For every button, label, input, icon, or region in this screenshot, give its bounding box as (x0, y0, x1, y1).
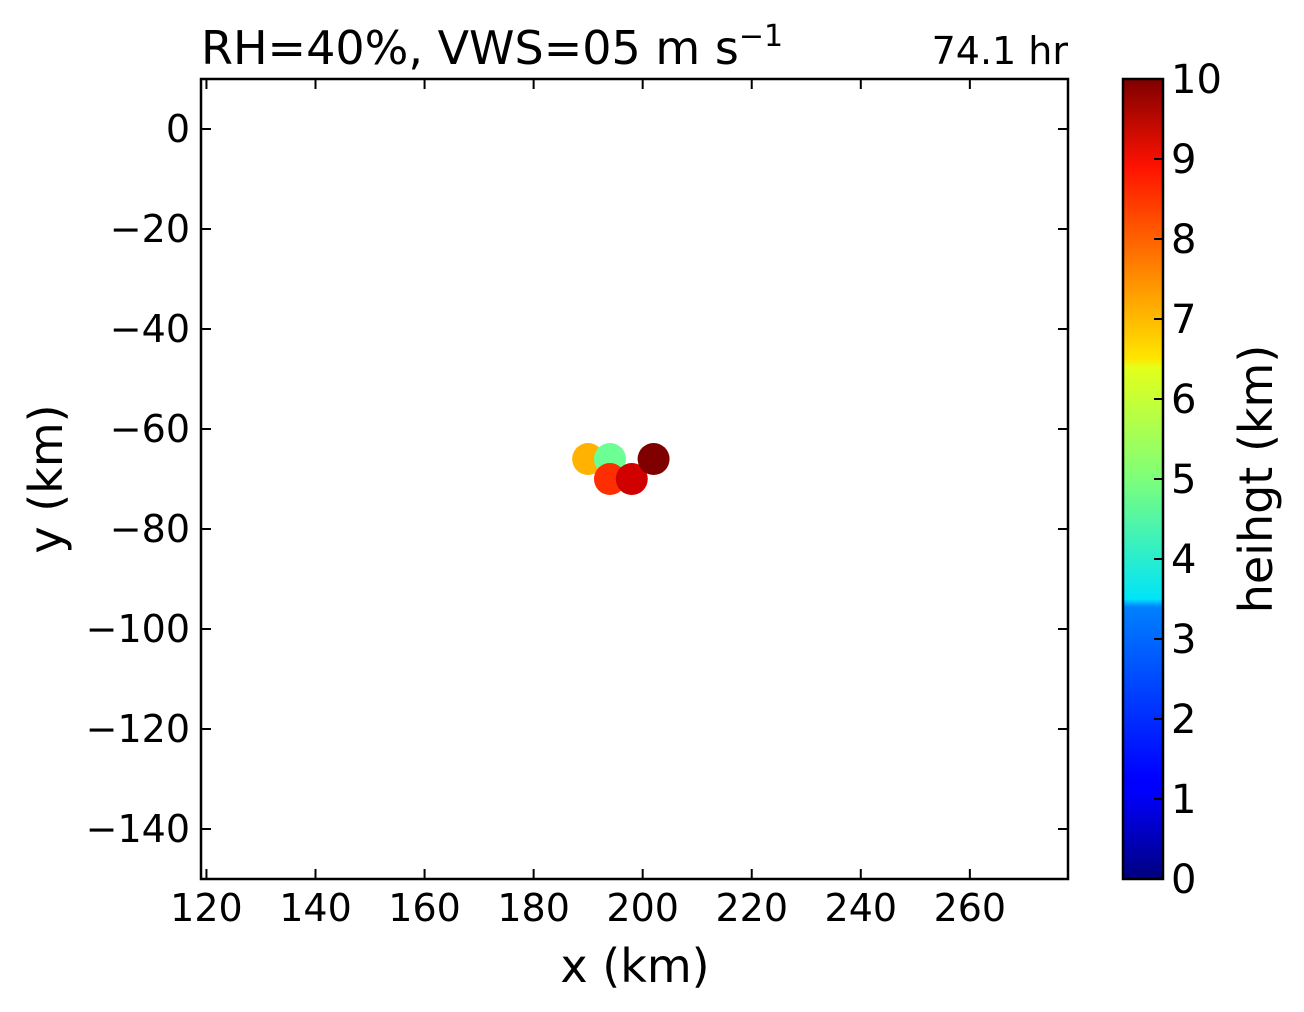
x-tick-label: 120 (170, 886, 243, 930)
colorbar-tick-label: 10 (1171, 57, 1222, 103)
scatter-point (637, 443, 670, 475)
x-axis-label: x (km) (560, 939, 709, 993)
x-tick-label: 260 (934, 886, 1007, 930)
y-tick-label: −20 (110, 207, 190, 251)
chart-title: RH=40%, VWS=05 m s−1 (201, 19, 783, 75)
y-axis-label: y (km) (19, 404, 73, 553)
plot-frame (199, 77, 1070, 881)
y-tick-label: 0 (166, 107, 190, 151)
x-tick-label: 180 (497, 886, 570, 930)
colorbar-tick-label: 1 (1171, 777, 1196, 823)
y-tick-label: −140 (86, 807, 190, 851)
colorbar-tick-label: 9 (1171, 137, 1196, 183)
y-tick-label: −120 (86, 707, 190, 751)
colorbar-ticks: 0 1 2 3 4 5 6 7 8 9 10 (1154, 57, 1222, 903)
chart-title-superscript: −1 (739, 19, 783, 54)
x-tick-label: 240 (825, 886, 898, 930)
colorbar-tick-label: 6 (1171, 377, 1196, 423)
colorbar-tick-label: 2 (1171, 697, 1196, 743)
colorbar-label: heihgt (km) (1229, 345, 1283, 614)
colorbar-tick-label: 8 (1171, 217, 1196, 263)
colorbar-tick-label: 3 (1171, 617, 1196, 663)
scatter-points (572, 443, 670, 495)
y-tick-label: −80 (110, 507, 190, 551)
chart-title-main: RH=40%, VWS=05 m s (201, 21, 739, 75)
axis-ticks: 120 140 160 180 200 220 240 260 0 −20 −40 −60 −80 −10… (86, 79, 1068, 930)
time-label: 74.1 hr (932, 29, 1069, 73)
y-tick-label: −40 (110, 307, 190, 351)
x-tick-label: 140 (279, 886, 352, 930)
y-tick-label: −60 (110, 407, 190, 451)
colorbar-tick-label: 4 (1171, 537, 1196, 583)
colorbar-tick-label: 5 (1171, 457, 1196, 503)
x-tick-label: 220 (715, 886, 788, 930)
colorbar-tick-label: 7 (1171, 297, 1196, 343)
scatter-point (615, 463, 648, 495)
x-tick-label: 160 (388, 886, 461, 930)
x-tick-label: 200 (606, 886, 679, 930)
y-tick-label: −100 (86, 607, 190, 651)
colorbar-tick-label: 0 (1171, 857, 1196, 903)
